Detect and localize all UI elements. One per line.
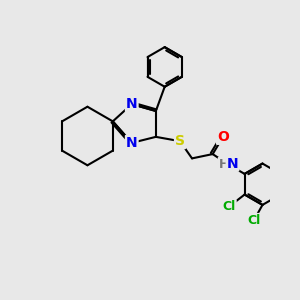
Text: N: N xyxy=(126,136,138,150)
Text: H: H xyxy=(219,158,229,171)
Text: Cl: Cl xyxy=(247,214,260,227)
Text: N: N xyxy=(126,97,138,111)
Text: N: N xyxy=(227,157,238,171)
Text: Cl: Cl xyxy=(223,200,236,213)
Text: O: O xyxy=(217,130,229,144)
Text: S: S xyxy=(175,134,185,148)
